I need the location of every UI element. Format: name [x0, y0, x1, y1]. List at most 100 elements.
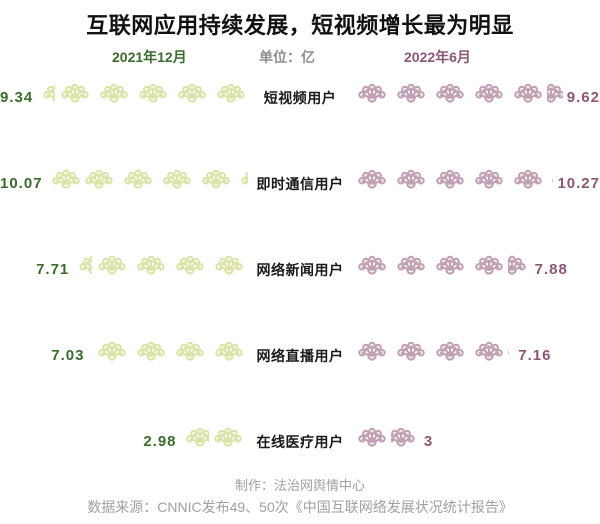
network-node-icon	[124, 169, 152, 189]
pictogram-icon	[40, 81, 56, 115]
row-value-left: 10.07	[0, 175, 43, 193]
network-node-icon	[214, 427, 242, 447]
network-node-icon	[357, 169, 386, 189]
network-node-icon	[137, 255, 165, 275]
network-node-icon	[98, 255, 126, 275]
pictogram-icon	[433, 81, 467, 115]
chart-row: 7.71 网络新闻用户 7.88	[0, 251, 600, 337]
row-label: 即时通信用户	[256, 175, 344, 192]
network-node-icon	[435, 341, 464, 361]
pictogram-strip-right	[352, 81, 563, 115]
pictogram-icon	[214, 81, 248, 115]
network-node-icon	[42, 83, 56, 102]
pictogram-icon	[97, 81, 131, 115]
footer-credit: 制作：法治网舆情中心	[234, 478, 365, 493]
row-label: 网络新闻用户	[256, 261, 344, 278]
pictogram-icon	[472, 167, 506, 201]
pictogram-icon	[136, 81, 170, 115]
network-node-icon	[474, 83, 503, 103]
pictogram-icon	[394, 253, 428, 287]
pictogram-icon-partial	[547, 167, 554, 201]
pictogram-icon	[391, 425, 418, 459]
network-node-icon	[241, 171, 248, 185]
row-value-right: 7.16	[518, 347, 552, 365]
network-node-icon	[91, 339, 93, 373]
pictogram-icon-partial	[508, 253, 531, 287]
pictogram-icon	[173, 253, 207, 287]
network-node-icon	[99, 83, 128, 103]
pictogram-icon	[511, 167, 545, 201]
pictogram-icon-partial	[73, 253, 93, 287]
pictogram-icon	[355, 253, 389, 287]
pictogram-icon	[95, 253, 129, 287]
network-node-icon	[513, 169, 542, 189]
pictogram-icon	[355, 339, 389, 373]
network-node-icon	[163, 169, 191, 189]
row-value-right: 3	[423, 433, 434, 451]
network-node-icon	[551, 177, 554, 184]
pictogram-icon	[394, 339, 428, 373]
pictogram-icon	[394, 81, 428, 115]
network-node-icon	[357, 341, 386, 361]
network-node-icon	[98, 341, 126, 361]
pictogram-icon-partial	[47, 167, 80, 201]
pictogram-icon	[433, 167, 467, 201]
pictogram-icon	[134, 253, 168, 287]
network-node-icon	[85, 169, 113, 189]
pictogram-strip-left	[37, 81, 248, 115]
network-node-icon	[474, 169, 503, 189]
row-left-2021: 9.34	[0, 79, 250, 117]
pictogram-icon	[394, 167, 428, 201]
row-right-2022: 3	[350, 423, 600, 461]
pictogram-icon	[91, 339, 93, 373]
pictogram-icon	[212, 339, 246, 373]
legend-item-2022-06: 2022年6月	[404, 48, 471, 65]
pictogram-icon	[472, 339, 506, 373]
pictogram-strip-left	[89, 339, 249, 373]
pictogram-icon	[134, 339, 168, 373]
pictogram-icon	[82, 167, 116, 201]
network-node-icon	[435, 255, 464, 275]
network-node-icon	[474, 255, 503, 275]
pictogram-icon	[508, 339, 512, 373]
network-node-icon	[177, 83, 206, 103]
network-node-icon	[396, 83, 425, 103]
pictogram-strip-right	[352, 425, 420, 459]
pictogram-icon	[199, 167, 233, 201]
pictogram-icon	[211, 425, 245, 459]
row-label: 短视频用户	[263, 89, 337, 106]
row-left-2021: 7.03	[0, 337, 250, 375]
network-node-icon	[435, 83, 464, 103]
pictogram-icon	[472, 81, 506, 115]
network-node-icon	[396, 341, 425, 361]
network-node-icon	[60, 83, 89, 103]
network-node-icon	[513, 83, 542, 103]
row-right-2022: 7.88	[350, 251, 600, 289]
pictogram-icon-partial	[37, 81, 56, 115]
network-node-icon	[357, 427, 386, 447]
pictogram-icon	[76, 253, 93, 287]
pictogram-icon-partial	[508, 339, 514, 373]
pictogram-icon	[433, 339, 467, 373]
network-node-icon	[547, 83, 563, 103]
network-node-icon	[176, 341, 204, 361]
pictogram-icon	[238, 167, 248, 201]
network-node-icon	[396, 255, 425, 275]
network-node-icon	[508, 351, 509, 354]
pictogram-icon	[58, 81, 92, 115]
network-node-icon	[216, 83, 245, 103]
network-node-icon	[215, 255, 243, 275]
pictogram-icon-partial	[181, 425, 209, 459]
chart-row: 7.03 网络直播用户 7.16	[0, 337, 600, 423]
row-right-2022: 10.27	[350, 165, 600, 203]
pictogram-icon	[472, 253, 506, 287]
pictogram-icon	[549, 167, 554, 201]
pictogram-icon	[508, 253, 529, 287]
network-node-icon	[52, 169, 80, 189]
network-node-icon	[508, 255, 526, 275]
pictogram-strip-right	[352, 253, 531, 287]
row-label: 网络直播用户	[256, 347, 344, 364]
pictogram-icon	[160, 167, 194, 201]
chart-row: 2.98 在线医疗用户 3	[0, 423, 600, 509]
